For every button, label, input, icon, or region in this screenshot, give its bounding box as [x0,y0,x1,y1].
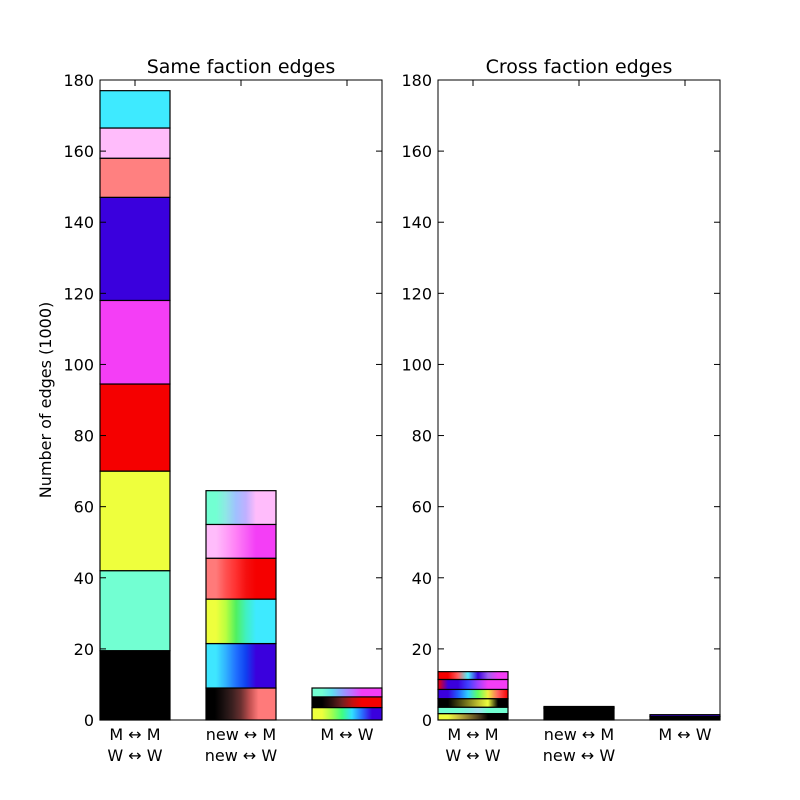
same-faction-bars [99,90,383,721]
bar-3-segment-1 [311,706,383,721]
y-tick-label: 120 [63,284,94,303]
cross-faction-bars [437,671,721,721]
bar-1-segment-2 [437,706,509,715]
bar-1-segment-6 [437,671,509,681]
y-tick-label: 160 [63,142,94,161]
y-tick-label: 100 [401,355,432,374]
x-tick-label-line2: new ↔ W [543,746,616,765]
y-tick-label: 0 [84,711,94,730]
bar-3-segment-2 [311,696,383,709]
bar-2-segment-6 [205,490,277,526]
y-tick-label: 40 [412,569,432,588]
same-faction-y-ticks: 0 20 40 60 80 100 120 140 160 180 [63,71,382,730]
bar-2-segment-5 [205,523,277,559]
bar-2-segment-4 [205,557,277,600]
y-tick-label: 80 [412,427,432,446]
bar-1-segment-5 [99,299,171,385]
x-tick-label-line1: M ↔ M [447,725,498,744]
y-tick-label: 40 [74,569,94,588]
x-tick-label-line1: M ↔ W [658,725,711,744]
bar-1-segment-4 [99,383,171,472]
x-tick-label-line2: W ↔ W [107,746,162,765]
same-faction-x-labels: M ↔ M W ↔ W new ↔ M new ↔ W M ↔ W [107,80,374,765]
x-tick-label-line1: new ↔ M [544,725,614,744]
x-tick-label-line2: W ↔ W [445,746,500,765]
bar-1-segment-6 [99,196,171,302]
bar-1-segment-2 [99,570,171,652]
y-tick-label: 80 [74,427,94,446]
x-tick-label-line1: new ↔ M [206,725,276,744]
cross-faction-x-labels: M ↔ M W ↔ W new ↔ M new ↔ W M ↔ W [445,80,712,765]
bar-1-segment-1 [99,650,171,721]
bar-3-segment-2 [649,714,721,718]
x-tick-label-line1: M ↔ M [109,725,160,744]
bar-2-segment-3 [543,705,615,709]
y-axis-label: Number of edges (1000) [36,302,55,499]
y-tick-label: 120 [401,284,432,303]
cross-faction-axes-frame [437,79,721,721]
y-tick-label: 20 [412,640,432,659]
y-tick-label: 140 [63,213,94,232]
bar-1-segment-3 [437,698,509,708]
cross-faction-panel: Cross faction edges 0 20 40 60 80 100 120 140 16… [401,56,721,765]
bar-2-segment-2 [205,642,277,689]
same-faction-title: Same faction edges [147,56,336,78]
bar-1-segment-8 [99,127,171,159]
bar-3-segment-3 [311,687,383,698]
y-tick-label: 100 [63,355,94,374]
cross-faction-title: Cross faction edges [486,56,673,78]
y-tick-label: 0 [422,711,432,730]
same-faction-panel: Same faction edges Number of edges (1000… [36,56,383,765]
y-tick-label: 60 [412,498,432,517]
bar-2-segment-1 [543,708,615,721]
cross-faction-y-ticks: 0 20 40 60 80 100 120 140 160 180 [401,71,720,730]
bar-1-segment-1 [437,712,509,721]
y-tick-label: 180 [63,71,94,90]
bar-1-segment-5 [437,678,509,691]
bar-1-segment-9 [99,90,171,129]
bar-1-segment-3 [99,470,171,572]
y-tick-label: 180 [401,71,432,90]
bar-2-segment-1 [205,687,277,721]
same-faction-axes-frame [99,79,383,721]
y-tick-label: 20 [74,640,94,659]
bar-2-segment-3 [205,598,277,645]
y-tick-label: 160 [401,142,432,161]
x-tick-label-line1: M ↔ W [320,725,373,744]
bar-1-segment-7 [99,157,171,198]
x-tick-label-line2: new ↔ W [205,746,278,765]
bar-1-segment-4 [437,688,509,700]
y-tick-label: 140 [401,213,432,232]
y-tick-label: 60 [74,498,94,517]
